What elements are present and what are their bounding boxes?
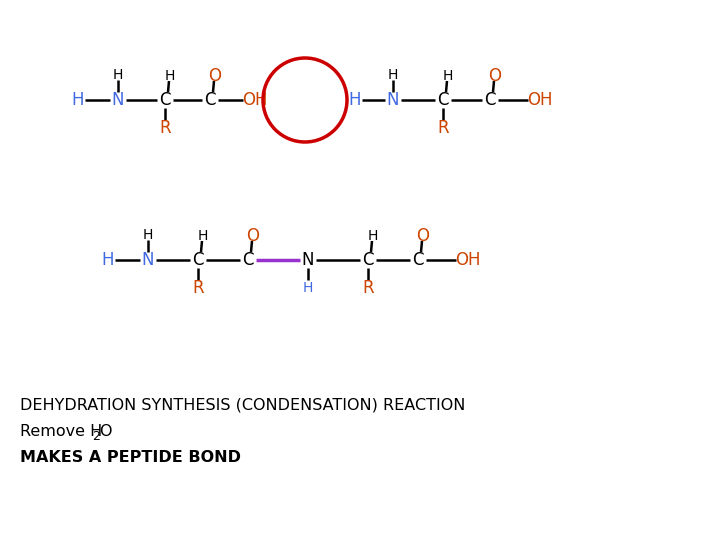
Text: R: R xyxy=(192,279,204,297)
Text: H: H xyxy=(165,69,175,83)
Text: 2: 2 xyxy=(92,429,100,442)
Text: OH: OH xyxy=(455,251,481,269)
Text: C: C xyxy=(192,251,204,269)
Text: O: O xyxy=(99,424,112,440)
Text: R: R xyxy=(437,119,449,137)
Text: O: O xyxy=(488,67,502,85)
Text: Remove H: Remove H xyxy=(20,424,102,440)
Text: OH: OH xyxy=(242,91,268,109)
Text: C: C xyxy=(413,251,424,269)
Text: R: R xyxy=(159,119,171,137)
Text: H: H xyxy=(303,281,313,295)
Text: O: O xyxy=(246,227,259,245)
Text: H: H xyxy=(348,91,361,109)
Text: OH: OH xyxy=(527,91,553,109)
Text: C: C xyxy=(437,91,449,109)
Text: O: O xyxy=(209,67,222,85)
Text: H: H xyxy=(368,229,378,243)
Text: H: H xyxy=(113,68,123,82)
Text: N: N xyxy=(142,251,154,269)
Text: DEHYDRATION SYNTHESIS (CONDENSATION) REACTION: DEHYDRATION SYNTHESIS (CONDENSATION) REA… xyxy=(20,397,465,413)
Text: H: H xyxy=(72,91,84,109)
Text: H: H xyxy=(443,69,453,83)
Text: C: C xyxy=(242,251,253,269)
Text: MAKES A PEPTIDE BOND: MAKES A PEPTIDE BOND xyxy=(20,450,241,465)
Text: H: H xyxy=(198,229,208,243)
Text: H: H xyxy=(102,251,114,269)
Text: R: R xyxy=(362,279,374,297)
Text: C: C xyxy=(362,251,374,269)
Text: N: N xyxy=(387,91,400,109)
Text: N: N xyxy=(112,91,125,109)
Text: C: C xyxy=(485,91,496,109)
Text: N: N xyxy=(302,251,314,269)
Text: O: O xyxy=(416,227,430,245)
Text: C: C xyxy=(204,91,216,109)
Text: H: H xyxy=(388,68,398,82)
Text: C: C xyxy=(159,91,171,109)
Text: H: H xyxy=(143,228,153,242)
